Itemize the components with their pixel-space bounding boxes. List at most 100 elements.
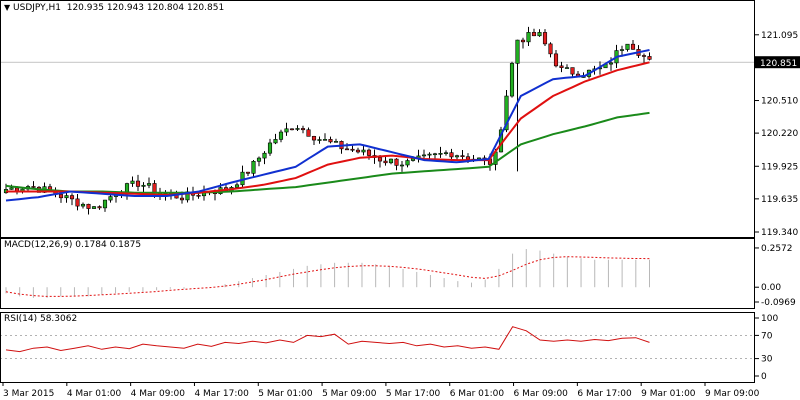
bull-candle (64, 195, 69, 199)
bull-candle (267, 142, 273, 154)
bull-candle (102, 199, 108, 209)
bull-candle (295, 128, 300, 130)
price-tick-label: 120.510 (761, 97, 798, 107)
rsi-tick-label: 30 (761, 355, 773, 365)
macd-signal-line (5, 256, 650, 297)
bear-candle (196, 194, 201, 197)
bull-candle (388, 158, 394, 164)
time-tick-label: 4 Mar 01:00 (67, 389, 122, 399)
macd-label: MACD(12,26,9) (4, 240, 73, 250)
bear-candle (531, 32, 537, 37)
price-tick-label: 120.220 (761, 129, 798, 139)
bear-candle (328, 139, 333, 143)
collapse-arrow-icon[interactable]: ▼ (4, 3, 11, 12)
time-tick-label: 9 Mar 09:00 (705, 389, 760, 399)
bull-candle (399, 164, 405, 167)
bull-candle (278, 131, 284, 140)
bear-candle (97, 206, 102, 209)
bull-candle (361, 149, 366, 153)
bear-candle (86, 203, 91, 209)
time-tick-label: 9 Mar 01:00 (641, 389, 696, 399)
time-tick-label: 6 Mar 09:00 (514, 389, 569, 399)
price-frame (0, 0, 755, 238)
bull-candle (438, 153, 443, 155)
bear-candle (377, 157, 383, 162)
bull-candle (273, 139, 278, 144)
bull-candle (130, 180, 135, 184)
bull-candle (234, 184, 240, 188)
bear-candle (449, 152, 454, 158)
bull-candle (537, 32, 542, 37)
bear-candle (355, 149, 361, 153)
rsi-line (5, 326, 650, 353)
bull-candle (515, 39, 520, 64)
bull-candle (421, 154, 427, 157)
time-tick-label: 6 Mar 01:00 (450, 389, 505, 399)
bull-candle (251, 160, 256, 174)
rsi-frame (0, 312, 755, 383)
bear-candle (460, 155, 465, 158)
chart-header: ▼ USDJPY,H1 120.935 120.943 120.804 120.… (4, 3, 224, 13)
bear-candle (300, 128, 306, 131)
macd-panel[interactable] (5, 249, 650, 298)
price-tick-label: 119.925 (761, 162, 798, 172)
rsi-value: 58.3062 (39, 314, 78, 324)
time-tick-label: 5 Mar 17:00 (386, 389, 441, 399)
bull-candle (80, 203, 86, 207)
time-tick-label: 4 Mar 17:00 (194, 389, 249, 399)
bull-candle (284, 128, 289, 133)
bear-candle (31, 186, 36, 188)
bear-candle (548, 43, 553, 55)
bull-candle (9, 187, 14, 190)
time-tick-label: 4 Mar 09:00 (131, 389, 186, 399)
ohlc-values: 120.935 120.943 120.804 120.851 (66, 3, 225, 13)
rsi-tick-label: 70 (761, 331, 773, 341)
bear-candle (647, 56, 652, 60)
bear-candle (559, 65, 564, 68)
bear-candle (311, 136, 317, 141)
bear-candle (394, 158, 399, 166)
time-tick-label: 5 Mar 01:00 (258, 389, 313, 399)
bull-candle (443, 152, 449, 154)
bull-candle (619, 49, 625, 51)
macd-values: 0.1784 0.1875 (75, 240, 142, 250)
bull-candle (333, 141, 339, 143)
price-tick-label: 121.095 (761, 31, 798, 41)
macd-tick-label: 0.2572 (761, 244, 793, 254)
rsi-tick-label: 100 (761, 314, 778, 324)
bear-candle (75, 198, 80, 207)
bear-candle (366, 149, 372, 156)
bear-candle (69, 195, 75, 200)
bull-candle (427, 153, 432, 156)
time-tick-label: 6 Mar 17:00 (577, 389, 632, 399)
rsi-panel[interactable] (0, 326, 755, 359)
bull-candle (146, 183, 152, 186)
bear-candle (306, 129, 311, 137)
bear-candle (542, 32, 548, 45)
ma-slow-green (5, 111, 650, 194)
price-panel[interactable] (0, 26, 755, 215)
bull-candle (432, 153, 438, 156)
bear-candle (179, 197, 185, 201)
bear-candle (630, 43, 636, 50)
bear-candle (152, 183, 157, 194)
bull-candle (141, 184, 146, 187)
time-tick-label: 5 Mar 09:00 (322, 389, 377, 399)
time-tick-label: 3 Mar 2015 (3, 389, 54, 399)
rsi-header: RSI(14) 58.3062 (4, 314, 77, 324)
bear-candle (135, 180, 141, 187)
price-tick-label: 119.635 (761, 195, 798, 205)
macd-header: MACD(12,26,9) 0.1784 0.1875 (4, 240, 141, 250)
current-price-label: 120.851 (760, 59, 797, 69)
ma-mid-red (6, 61, 650, 196)
bear-candle (344, 148, 350, 151)
macd-tick-label: -0.0969 (761, 298, 796, 308)
rsi-tick-label: 0 (761, 372, 767, 382)
bear-candle (245, 171, 251, 174)
rsi-label: RSI(14) (4, 314, 38, 324)
bull-candle (262, 152, 267, 159)
bull-candle (317, 139, 322, 141)
bull-candle (526, 32, 531, 43)
